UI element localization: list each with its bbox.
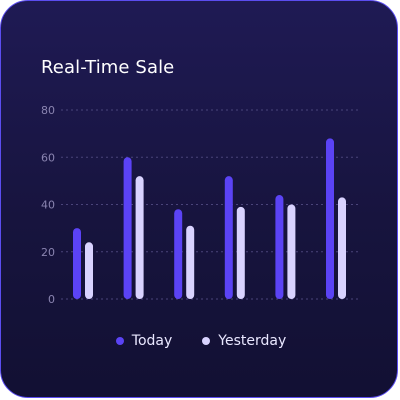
bar-today[interactable] bbox=[326, 138, 334, 299]
y-tick-label: 0 bbox=[48, 293, 55, 306]
bar-yesterday[interactable] bbox=[287, 204, 296, 300]
bar-today[interactable] bbox=[123, 157, 132, 299]
grid-lines bbox=[61, 109, 361, 300]
legend-dot-today bbox=[115, 337, 124, 345]
legend-item-today[interactable]: Today bbox=[115, 333, 173, 349]
bar-yesterday[interactable] bbox=[236, 206, 245, 299]
bar-yesterday[interactable] bbox=[135, 176, 144, 299]
bars bbox=[73, 138, 346, 299]
legend-label-yesterday: Yesterday bbox=[218, 333, 287, 349]
y-tick-label: 60 bbox=[41, 151, 55, 164]
legend-item-yesterday[interactable]: Yesterday bbox=[202, 333, 286, 349]
bar-yesterday[interactable] bbox=[85, 242, 93, 299]
legend: Today Yesterday bbox=[1, 333, 397, 349]
bar-today[interactable] bbox=[275, 195, 284, 299]
y-tick-label: 40 bbox=[41, 199, 55, 212]
bar-today[interactable] bbox=[224, 176, 233, 299]
bar-today[interactable] bbox=[174, 209, 183, 299]
chart-title: Real-Time Sale bbox=[41, 57, 175, 78]
y-tick-label: 80 bbox=[41, 104, 55, 117]
y-tick-label: 20 bbox=[41, 246, 55, 259]
bar-today[interactable] bbox=[73, 228, 81, 299]
legend-label-today: Today bbox=[131, 333, 173, 349]
legend-dot-yesterday bbox=[202, 337, 211, 345]
bar-yesterday[interactable] bbox=[186, 225, 195, 299]
y-axis-ticks: 0 20 40 60 80 bbox=[41, 104, 55, 306]
bar-yesterday[interactable] bbox=[338, 197, 346, 299]
